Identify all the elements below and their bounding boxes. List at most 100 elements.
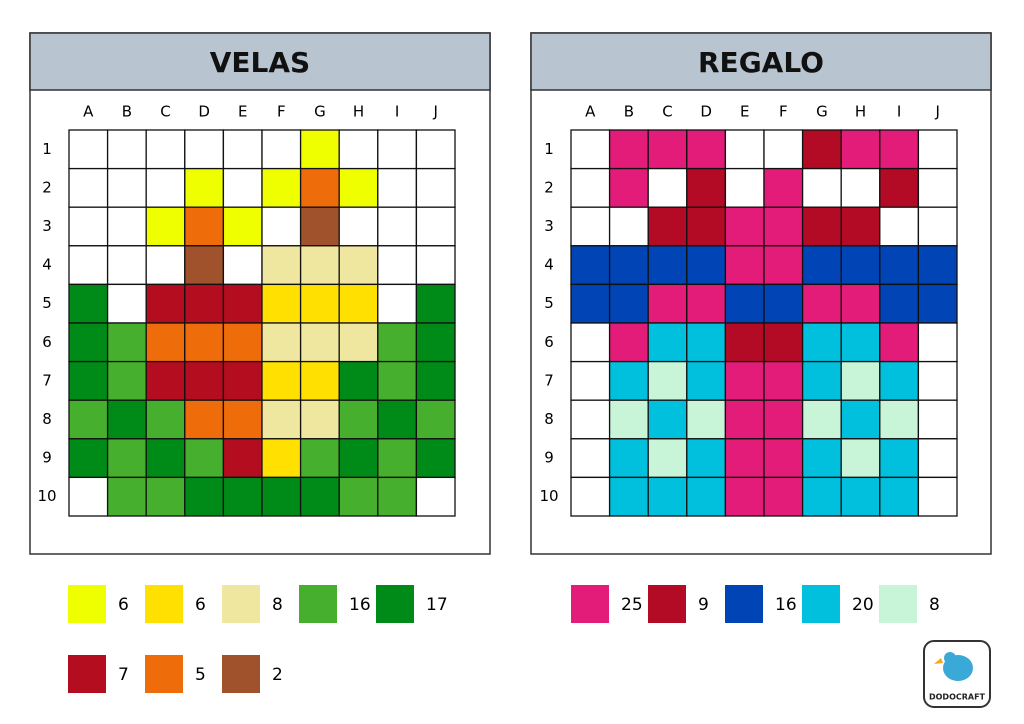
legend-swatch bbox=[571, 585, 609, 623]
cell bbox=[801, 360, 842, 401]
legend-swatch bbox=[222, 585, 260, 623]
cell bbox=[608, 322, 649, 363]
column-label: G bbox=[816, 103, 828, 121]
cell bbox=[68, 399, 109, 440]
cell bbox=[570, 322, 611, 363]
row-label: 4 bbox=[544, 256, 554, 274]
row-label: 6 bbox=[42, 333, 52, 351]
cell bbox=[647, 129, 688, 170]
row-label: 3 bbox=[42, 217, 52, 235]
cell bbox=[222, 245, 263, 286]
cell bbox=[608, 167, 649, 208]
row-label: 7 bbox=[42, 371, 52, 389]
legend-swatch bbox=[802, 585, 840, 623]
legend-count: 8 bbox=[272, 595, 283, 615]
cell bbox=[106, 245, 147, 286]
row-label: 9 bbox=[42, 449, 52, 467]
cell bbox=[338, 129, 379, 170]
panel-title: VELAS bbox=[210, 46, 310, 79]
cell bbox=[917, 245, 958, 286]
logo-head bbox=[944, 652, 956, 664]
cell bbox=[145, 283, 186, 324]
cell bbox=[647, 206, 688, 247]
cell bbox=[415, 129, 456, 170]
cell bbox=[106, 129, 147, 170]
cell bbox=[184, 322, 225, 363]
cell bbox=[801, 167, 842, 208]
cell bbox=[801, 476, 842, 517]
column-label: I bbox=[897, 103, 901, 121]
cell bbox=[338, 167, 379, 208]
cell bbox=[917, 322, 958, 363]
cell bbox=[184, 283, 225, 324]
legend-swatch bbox=[68, 585, 106, 623]
cell bbox=[377, 206, 418, 247]
legend-swatch bbox=[145, 585, 183, 623]
cell bbox=[261, 322, 302, 363]
cell bbox=[184, 438, 225, 479]
cell bbox=[570, 206, 611, 247]
legend-count: 5 bbox=[195, 665, 206, 685]
cell bbox=[68, 360, 109, 401]
column-label: B bbox=[122, 103, 132, 121]
cell bbox=[608, 476, 649, 517]
cell bbox=[338, 245, 379, 286]
column-label: J bbox=[432, 103, 437, 121]
cell bbox=[647, 245, 688, 286]
column-label: A bbox=[83, 103, 94, 121]
cell bbox=[763, 245, 804, 286]
legend-count: 7 bbox=[118, 665, 129, 685]
legend-swatch bbox=[145, 655, 183, 693]
cell bbox=[879, 245, 920, 286]
cell bbox=[840, 476, 881, 517]
cell bbox=[145, 399, 186, 440]
row-label: 10 bbox=[37, 487, 56, 505]
cell bbox=[145, 245, 186, 286]
cell bbox=[222, 360, 263, 401]
cell bbox=[879, 438, 920, 479]
cell bbox=[261, 283, 302, 324]
cell bbox=[686, 476, 727, 517]
cell bbox=[879, 476, 920, 517]
cell bbox=[415, 360, 456, 401]
cell bbox=[647, 283, 688, 324]
panel-header bbox=[530, 32, 992, 91]
cell bbox=[840, 399, 881, 440]
cell bbox=[68, 167, 109, 208]
cell bbox=[840, 129, 881, 170]
cell bbox=[840, 245, 881, 286]
cell bbox=[415, 245, 456, 286]
cell bbox=[570, 167, 611, 208]
cell bbox=[299, 322, 340, 363]
cell bbox=[415, 167, 456, 208]
legend-swatch bbox=[725, 585, 763, 623]
cell bbox=[68, 322, 109, 363]
cell bbox=[570, 245, 611, 286]
legend-swatch bbox=[376, 585, 414, 623]
cell bbox=[184, 399, 225, 440]
column-label: E bbox=[740, 103, 749, 121]
cell bbox=[338, 360, 379, 401]
column-label: F bbox=[277, 103, 286, 121]
cell bbox=[145, 438, 186, 479]
cell bbox=[222, 129, 263, 170]
column-label: G bbox=[314, 103, 326, 121]
legend-count: 9 bbox=[698, 595, 709, 615]
cell bbox=[724, 399, 765, 440]
legend-count: 17 bbox=[426, 595, 448, 615]
cell bbox=[415, 399, 456, 440]
cell bbox=[261, 399, 302, 440]
cell bbox=[106, 476, 147, 517]
cell bbox=[724, 322, 765, 363]
cell bbox=[801, 322, 842, 363]
cell bbox=[608, 438, 649, 479]
column-label: F bbox=[779, 103, 788, 121]
cell bbox=[570, 360, 611, 401]
cell bbox=[261, 245, 302, 286]
cell bbox=[608, 206, 649, 247]
cell bbox=[724, 167, 765, 208]
logo-beak bbox=[934, 658, 943, 664]
cell bbox=[338, 322, 379, 363]
cell bbox=[377, 476, 418, 517]
cell bbox=[145, 476, 186, 517]
